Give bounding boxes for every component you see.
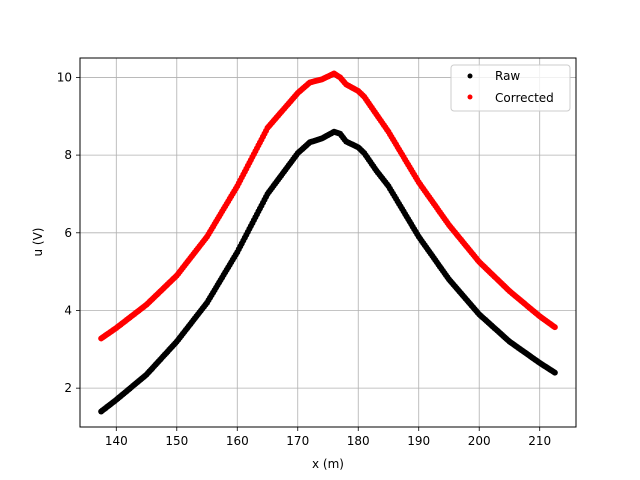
y-tick-label: 10 [57,70,72,84]
y-tick-label: 2 [64,381,72,395]
data-point [551,369,558,376]
y-axis-label: u (V) [31,228,45,257]
series-corrected [98,70,558,342]
series-raw [98,128,558,415]
x-tick-label: 140 [105,434,128,448]
plot-series [98,70,558,415]
legend: Raw Corrected [450,64,571,112]
data-point [551,324,558,331]
legend-box [450,64,571,112]
plot-frame [79,57,577,428]
grid-lines [80,58,576,427]
x-axis-label: x (m) [312,457,344,471]
legend-label-raw: Raw [495,69,520,83]
y-tick-label: 4 [64,303,72,317]
x-tick-label: 170 [286,434,309,448]
legend-marker-raw [467,73,473,79]
x-tick-label: 200 [468,434,491,448]
x-tick-label: 190 [407,434,430,448]
x-tick-label: 180 [347,434,370,448]
axis-ticks: 140 150 160 170 180 190 200 210 2 4 6 8 10 [57,70,551,448]
x-tick-label: 150 [165,434,188,448]
y-tick-label: 6 [64,226,72,240]
legend-label-corrected: Corrected [495,91,554,105]
y-tick-label: 8 [64,148,72,162]
x-tick-label: 160 [226,434,249,448]
x-tick-label: 210 [528,434,551,448]
legend-marker-corrected [467,94,473,100]
